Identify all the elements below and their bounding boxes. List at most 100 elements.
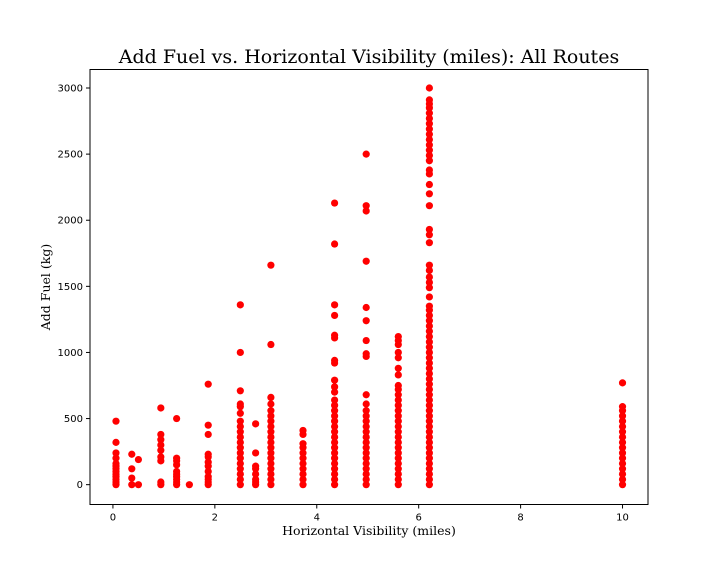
data-point: [236, 481, 244, 489]
data-point: [362, 465, 370, 473]
data-point: [236, 417, 244, 425]
data-point: [299, 465, 307, 473]
data-point: [331, 433, 339, 441]
data-point: [362, 438, 370, 446]
y-tick-label: 1000: [58, 348, 83, 359]
data-point: [394, 364, 402, 372]
data-point: [267, 438, 275, 446]
data-point: [252, 475, 260, 483]
data-point: [394, 401, 402, 409]
data-point: [362, 412, 370, 420]
data-point: [425, 475, 433, 483]
data-point: [331, 417, 339, 425]
data-point: [394, 470, 402, 478]
data-point: [425, 459, 433, 468]
data-point: [618, 470, 627, 478]
data-point: [331, 428, 339, 436]
data-point: [425, 225, 433, 234]
data-point: [331, 438, 339, 446]
data-point: [267, 465, 275, 473]
data-point: [425, 317, 433, 325]
y-tick-label: 2500: [58, 150, 83, 161]
data-point: [267, 481, 275, 489]
data-point: [331, 396, 339, 404]
data-point: [425, 202, 433, 210]
data-point: [394, 481, 402, 489]
data-point: [236, 459, 244, 468]
data-point: [362, 317, 370, 325]
data-point: [362, 449, 370, 457]
data-point: [425, 180, 433, 189]
data-point: [157, 453, 165, 461]
data-point: [425, 157, 433, 165]
data-point: [362, 417, 370, 425]
data-point: [173, 467, 181, 476]
data-point: [236, 400, 244, 408]
data-point: [236, 433, 244, 441]
data-point: [185, 481, 193, 489]
data-point: [267, 340, 275, 349]
data-point: [331, 240, 339, 248]
data-point: [362, 428, 370, 436]
data-point: [299, 426, 307, 435]
data-point: [362, 459, 370, 468]
data-point: [236, 301, 244, 309]
data-point: [425, 141, 433, 149]
x-tick-label: 10: [616, 513, 629, 524]
data-point: [394, 449, 402, 457]
data-point: [425, 417, 433, 425]
data-point: [425, 465, 433, 473]
data-point: [134, 455, 143, 464]
data-point: [204, 430, 212, 439]
data-point: [425, 284, 433, 292]
data-point: [173, 454, 181, 462]
data-point: [425, 370, 433, 378]
data-point: [425, 454, 433, 462]
data-point: [618, 412, 627, 420]
plot-frame: [89, 69, 649, 505]
data-point: [331, 401, 339, 409]
data-point: [157, 436, 165, 444]
data-point: [204, 473, 212, 481]
data-point: [236, 409, 244, 417]
data-point: [267, 412, 275, 420]
data-point: [331, 407, 339, 415]
data-point: [425, 396, 433, 404]
data-point: [236, 444, 244, 452]
data-point: [394, 412, 402, 420]
data-point: [236, 465, 244, 473]
data-point: [362, 207, 370, 215]
data-point: [394, 396, 402, 404]
data-point: [236, 438, 244, 446]
data-point: [128, 465, 136, 473]
data-point: [331, 199, 339, 207]
data-point: [425, 385, 433, 394]
data-point: [394, 354, 402, 362]
data-point: [331, 412, 339, 420]
data-point: [425, 135, 433, 144]
data-point: [157, 441, 165, 449]
data-point: [394, 454, 402, 462]
data-point: [299, 470, 307, 478]
data-point: [425, 151, 433, 160]
data-point: [236, 348, 244, 357]
data-point: [618, 433, 627, 441]
y-tick-label: 500: [64, 414, 83, 425]
data-point: [362, 475, 370, 483]
data-point: [618, 454, 627, 462]
data-point: [425, 364, 433, 372]
y-axis: 0 500 1000 1500 2000 2500 3000: [58, 84, 90, 491]
y-tick-label: 2000: [58, 216, 83, 227]
data-point: [425, 348, 433, 357]
data-point: [267, 422, 275, 431]
data-point: [618, 379, 627, 387]
data-point: [425, 449, 433, 457]
data-point: [134, 481, 143, 489]
data-point: [112, 454, 120, 462]
data-point: [425, 190, 433, 198]
data-point: [425, 266, 433, 275]
data-point: [331, 465, 339, 473]
data-point: [618, 481, 627, 489]
y-tick-label: 1500: [58, 282, 83, 293]
data-point: [394, 407, 402, 415]
